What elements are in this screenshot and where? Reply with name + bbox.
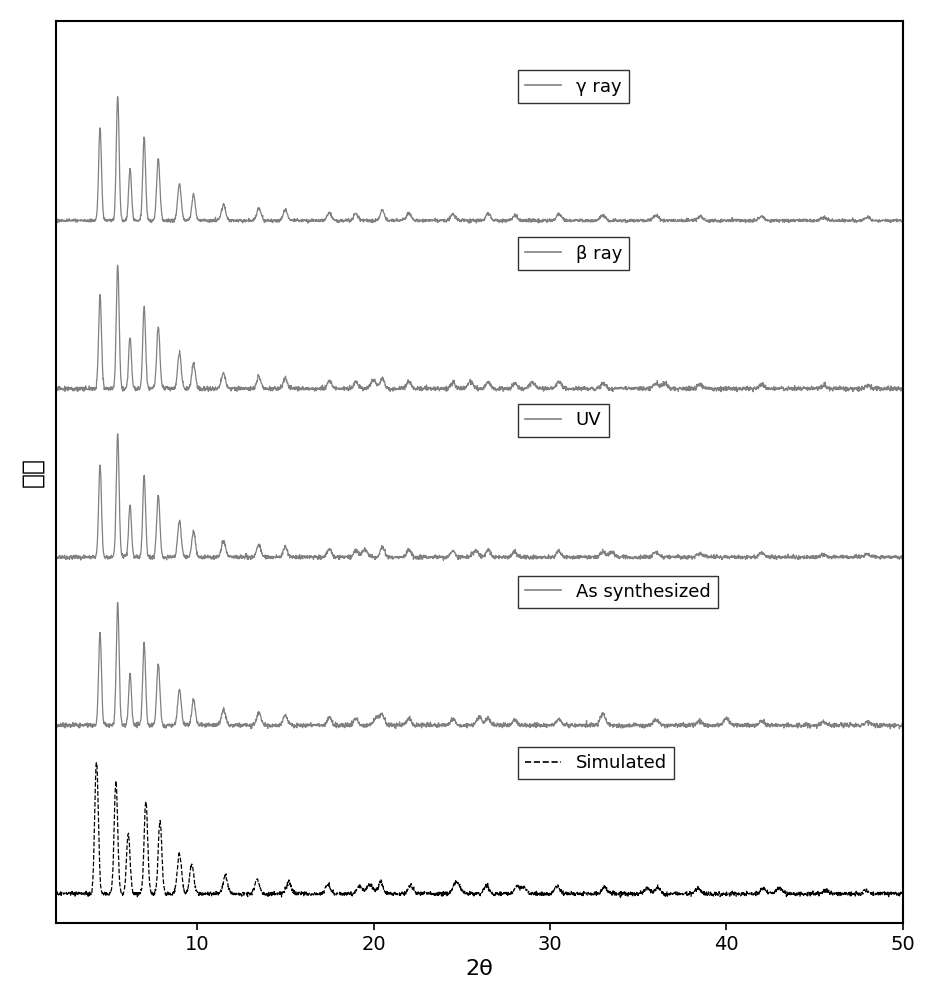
Y-axis label: 强度: 强度 — [21, 457, 45, 487]
X-axis label: 2θ: 2θ — [465, 959, 493, 979]
Legend: Simulated: Simulated — [518, 747, 674, 779]
